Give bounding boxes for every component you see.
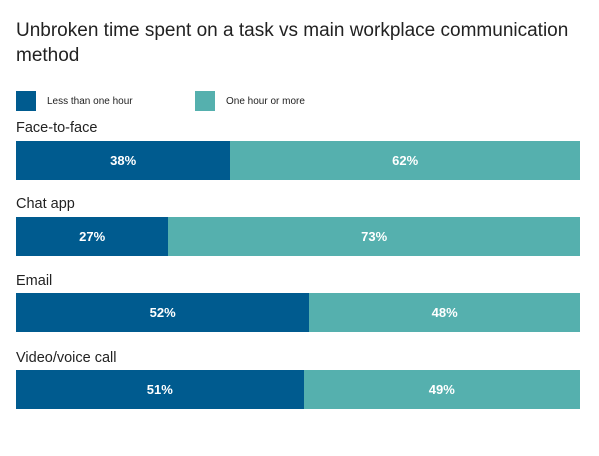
- data-label: 51%: [146, 382, 173, 397]
- data-label: 62%: [392, 153, 419, 168]
- data-label: 38%: [110, 153, 137, 168]
- legend-swatch-less-than-one-hour: [16, 91, 36, 111]
- bar-row-face-to-face: 38% 62%: [16, 141, 580, 180]
- bar-segment-chat-app-one-hour-or-more: 73%: [168, 217, 580, 256]
- data-label: 49%: [428, 382, 455, 397]
- bar-segment-face-to-face-one-hour-or-more: 62%: [230, 141, 580, 180]
- bar-row-chat-app: 27% 73%: [16, 217, 580, 256]
- bar-row-email: 52% 48%: [16, 293, 580, 332]
- bar-segment-email-less-than-one-hour: 52%: [16, 293, 310, 332]
- legend-swatch-one-hour-or-more: [195, 91, 215, 111]
- data-label: 52%: [149, 305, 176, 320]
- legend: Less than one hour One hour or more: [16, 91, 586, 111]
- legend-item-less-than-one-hour: Less than one hour: [16, 91, 133, 111]
- bar-segment-face-to-face-less-than-one-hour: 38%: [16, 141, 231, 180]
- category-label-chat-app: Chat app: [16, 196, 75, 212]
- bar-segment-chat-app-less-than-one-hour: 27%: [16, 217, 169, 256]
- category-label-face-to-face: Face-to-face: [16, 120, 98, 136]
- chart-title: Unbroken time spent on a task vs main wo…: [16, 20, 569, 66]
- legend-item-one-hour-or-more: One hour or more: [195, 91, 305, 111]
- bar-row-video-voice-call: 51% 49%: [16, 370, 580, 409]
- data-label: 27%: [79, 229, 106, 244]
- legend-label-one-hour-or-more: One hour or more: [226, 95, 305, 107]
- data-label: 48%: [431, 305, 458, 320]
- bar-segment-video-voice-call-less-than-one-hour: 51%: [16, 370, 304, 409]
- bar-segment-email-one-hour-or-more: 48%: [309, 293, 580, 332]
- data-label: 73%: [361, 229, 388, 244]
- legend-label-less-than-one-hour: Less than one hour: [47, 95, 133, 107]
- bar-segment-video-voice-call-one-hour-or-more: 49%: [303, 370, 580, 409]
- category-label-email: Email: [16, 273, 53, 289]
- category-label-video-voice-call: Video/voice call: [16, 350, 117, 366]
